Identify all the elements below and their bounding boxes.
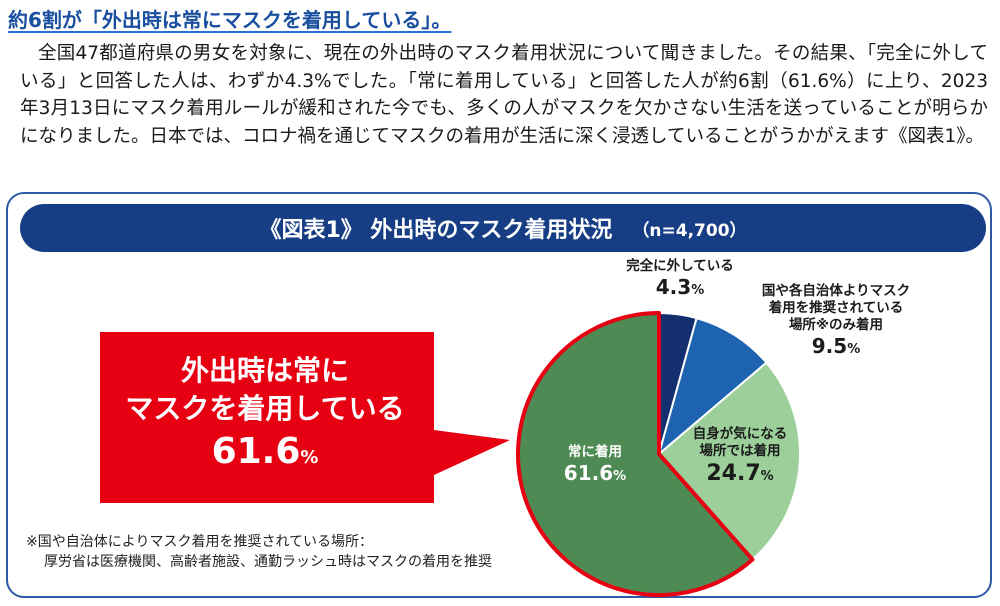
slice-label-removed: 完全に外している 4.3% <box>620 258 740 300</box>
slice-label-always-name: 常に着用 <box>568 444 622 460</box>
footnote: ※国や自治体によりマスク着用を推奨されている場所： 厚労省は医療機関、高齢者施設… <box>26 532 492 572</box>
slice-label-concerned-line-1: 自身が気になる <box>692 426 788 442</box>
pie-slice-highlight-outline <box>516 311 755 597</box>
callout-text: 外出時は常に マスクを着用している 61.6% <box>100 352 430 482</box>
figure-sample-size: （n=4,700） <box>632 220 747 241</box>
slice-label-recommended-line-3: 場所※のみ着用 <box>788 316 884 333</box>
pie-slice-concerned <box>657 361 801 561</box>
slice-label-removed-value: 4.3% <box>655 274 705 299</box>
footnote-line-2: 厚労省は医療機関、高齢者施設、通勤ラッシュ時はマスクの着用を推奨 <box>44 554 492 570</box>
headline: 約6割が「外出時は常にマスクを着用している」。 <box>8 8 452 32</box>
footnote-line-1: ※国や自治体によりマスク着用を推奨されている場所： <box>26 534 374 550</box>
figure-title: 《図表1》 外出時のマスク着用状況 <box>259 218 613 243</box>
slice-label-always: 常に着用 61.6% <box>545 444 645 486</box>
callout-value: 61.6% <box>211 431 319 472</box>
slice-label-recommended-line-2: 着用を推奨されている <box>768 299 904 316</box>
pie-slice-recommended <box>657 316 768 457</box>
slice-label-recommended: 国や各自治体よりマスク 着用を推奨されている 場所※のみ着用 9.5% <box>748 283 924 359</box>
callout-line-1: 外出時は常に <box>180 354 349 387</box>
slice-label-concerned-line-2: 場所では着用 <box>699 442 781 459</box>
callout-line-2: マスクを着用している <box>125 392 405 425</box>
slice-label-concerned: 自身が気になる 場所では着用 24.7% <box>680 426 800 487</box>
callout-shape <box>100 332 510 503</box>
figure-title-banner: 《図表1》 外出時のマスク着用状況 （n=4,700） <box>20 204 986 252</box>
slice-label-always-value: 61.6% <box>563 460 627 485</box>
slice-label-recommended-line-1: 国や各自治体よりマスク <box>761 283 911 299</box>
slice-label-concerned-value: 24.7% <box>706 460 774 486</box>
slice-label-removed-name: 完全に外している <box>626 258 734 274</box>
slice-label-recommended-value: 9.5% <box>811 333 861 358</box>
body-text: 全国47都道府県の男女を対象に、現在の外出時のマスク着用状況について聞きました。… <box>20 43 988 147</box>
